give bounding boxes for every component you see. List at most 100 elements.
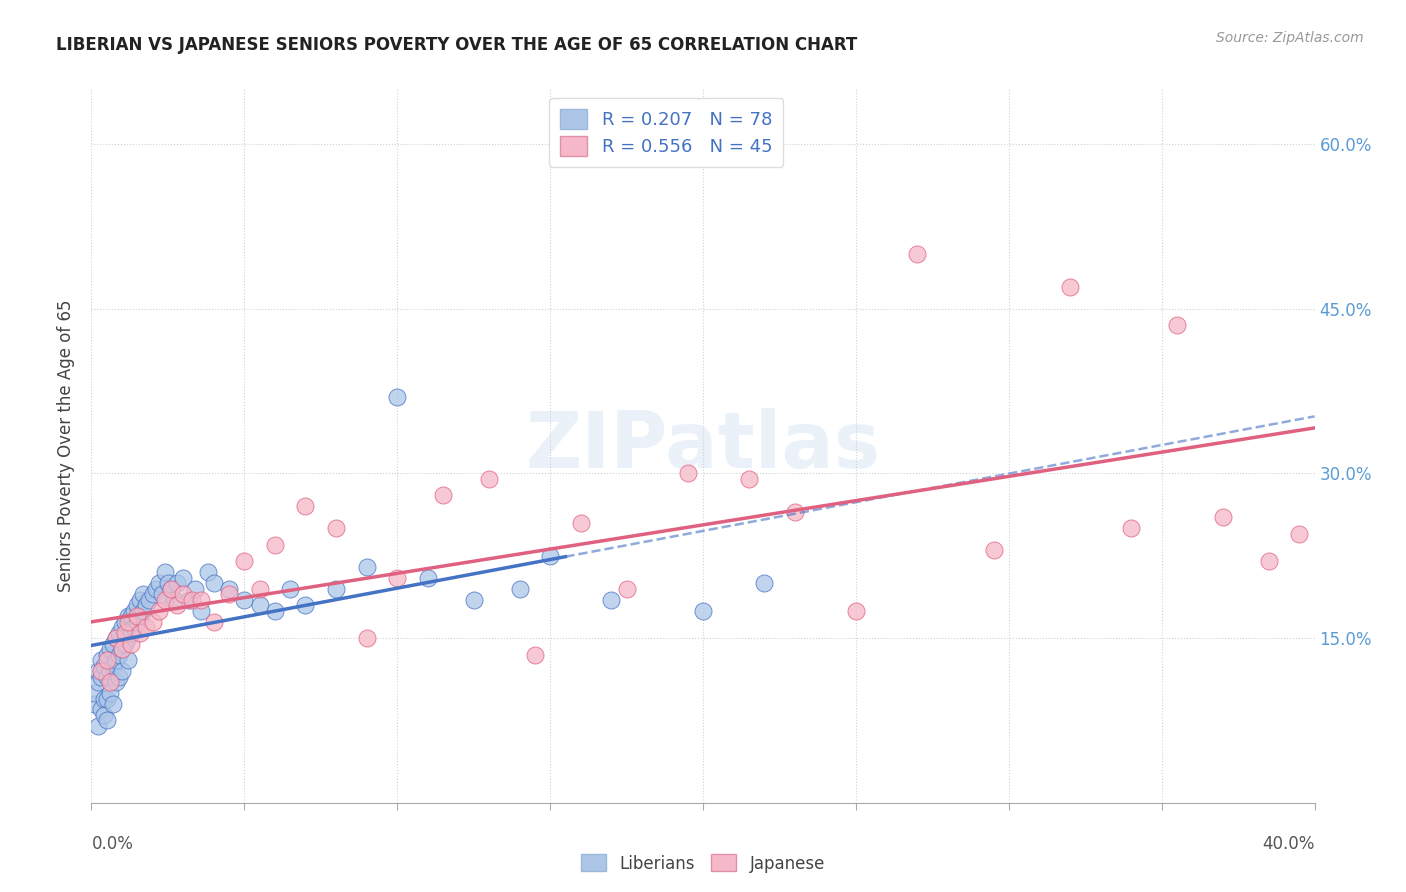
Point <box>509 582 531 596</box>
Point <box>86 719 108 733</box>
Point <box>1257 554 1279 568</box>
Point <box>129 592 152 607</box>
Point <box>184 582 207 596</box>
Point <box>98 675 121 690</box>
Point <box>135 598 157 612</box>
Point <box>138 592 160 607</box>
Text: ZIPatlas: ZIPatlas <box>526 408 880 484</box>
Point <box>114 625 136 640</box>
Point <box>676 467 699 481</box>
Point <box>129 625 152 640</box>
Text: 0.0%: 0.0% <box>91 835 134 853</box>
Point <box>569 516 592 530</box>
Point <box>117 631 139 645</box>
Point <box>93 691 115 706</box>
Point <box>181 592 204 607</box>
Point <box>108 648 131 662</box>
Point <box>96 653 118 667</box>
Point <box>132 604 155 618</box>
Point <box>101 697 124 711</box>
Point <box>122 620 145 634</box>
Point <box>104 631 127 645</box>
Point <box>156 576 179 591</box>
Point <box>294 500 316 514</box>
Point <box>153 592 176 607</box>
Point <box>114 615 136 629</box>
Point <box>600 592 623 607</box>
Point <box>616 582 638 596</box>
Point <box>278 582 301 596</box>
Point <box>127 609 149 624</box>
Point <box>117 609 139 624</box>
Point <box>141 615 163 629</box>
Point <box>90 702 112 716</box>
Point <box>190 592 212 607</box>
Point <box>127 615 149 629</box>
Point <box>385 390 409 404</box>
Point <box>463 592 485 607</box>
Point <box>104 631 127 645</box>
Point <box>172 571 194 585</box>
Point <box>538 549 561 563</box>
Point <box>111 642 134 657</box>
Point <box>120 637 142 651</box>
Point <box>120 625 142 640</box>
Point <box>783 505 806 519</box>
Point <box>190 604 212 618</box>
Point <box>101 637 124 651</box>
Point <box>1212 510 1234 524</box>
Point <box>101 658 124 673</box>
Point <box>202 576 225 591</box>
Text: LIBERIAN VS JAPANESE SENIORS POVERTY OVER THE AGE OF 65 CORRELATION CHART: LIBERIAN VS JAPANESE SENIORS POVERTY OVE… <box>56 36 858 54</box>
Point <box>356 559 378 574</box>
Point <box>135 620 157 634</box>
Point <box>96 691 118 706</box>
Point <box>478 472 501 486</box>
Point <box>148 576 170 591</box>
Legend: R = 0.207   N = 78, R = 0.556   N = 45: R = 0.207 N = 78, R = 0.556 N = 45 <box>550 98 783 167</box>
Point <box>83 697 105 711</box>
Point <box>197 566 219 580</box>
Point <box>93 708 115 723</box>
Point <box>1059 280 1081 294</box>
Point <box>179 592 201 607</box>
Point <box>153 566 176 580</box>
Point <box>845 604 868 618</box>
Point <box>1166 318 1188 333</box>
Point <box>166 598 188 612</box>
Point <box>983 543 1005 558</box>
Point <box>111 664 134 678</box>
Point <box>218 587 240 601</box>
Point <box>83 686 105 700</box>
Point <box>325 582 347 596</box>
Point <box>233 554 256 568</box>
Point <box>385 571 409 585</box>
Point <box>1288 526 1310 541</box>
Point <box>754 576 776 591</box>
Point <box>98 642 121 657</box>
Point <box>172 587 194 601</box>
Point <box>416 571 439 585</box>
Point <box>432 488 454 502</box>
Point <box>249 598 271 612</box>
Point <box>692 604 714 618</box>
Point <box>90 669 112 683</box>
Text: Source: ZipAtlas.com: Source: ZipAtlas.com <box>1216 31 1364 45</box>
Point <box>141 587 163 601</box>
Point <box>98 664 121 678</box>
Point <box>166 576 188 591</box>
Point <box>86 664 108 678</box>
Point <box>163 592 186 607</box>
Point <box>122 604 145 618</box>
Point <box>117 615 139 629</box>
Point <box>111 620 134 634</box>
Text: 40.0%: 40.0% <box>1263 835 1315 853</box>
Point <box>1121 521 1143 535</box>
Point <box>90 653 112 667</box>
Y-axis label: Seniors Poverty Over the Age of 65: Seniors Poverty Over the Age of 65 <box>58 300 76 592</box>
Point <box>202 615 225 629</box>
Point <box>108 625 131 640</box>
Point <box>117 653 139 667</box>
Point <box>264 604 287 618</box>
Point <box>218 582 240 596</box>
